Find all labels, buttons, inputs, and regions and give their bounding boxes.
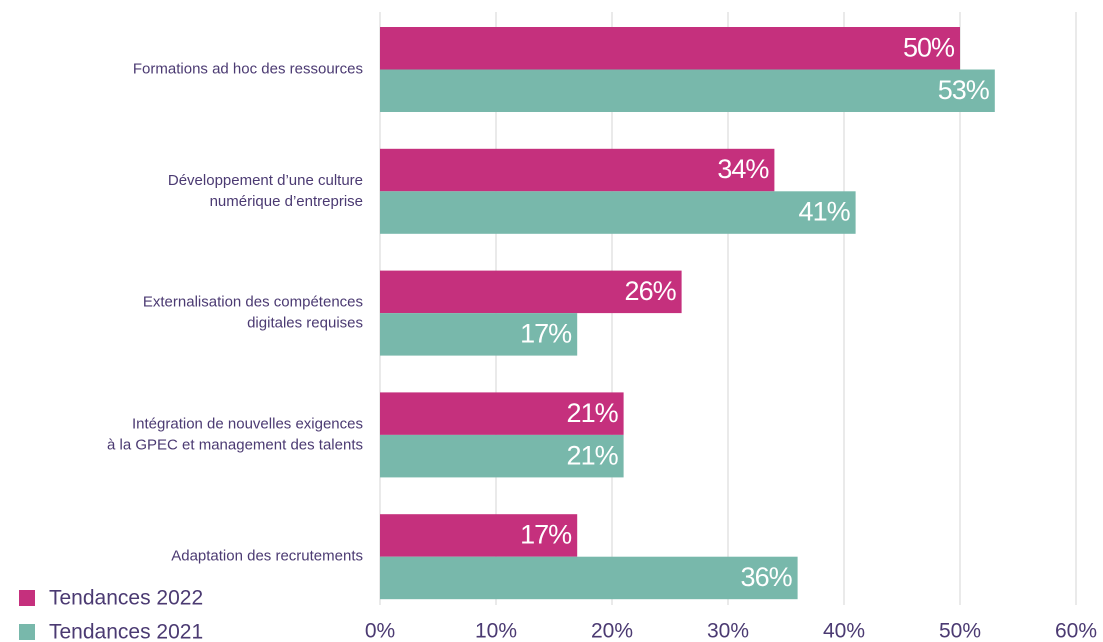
legend-swatch bbox=[19, 590, 35, 606]
category-label: Développement d’une culture bbox=[168, 172, 363, 189]
bar bbox=[380, 434, 624, 478]
x-tick-label: 10% bbox=[475, 620, 517, 642]
x-tick-label: 60% bbox=[1055, 620, 1097, 642]
x-tick-label: 30% bbox=[707, 620, 749, 642]
value-label: 26% bbox=[625, 276, 677, 306]
value-label: 53% bbox=[938, 75, 990, 105]
x-tick-label: 20% bbox=[591, 620, 633, 642]
value-label: 21% bbox=[567, 440, 619, 470]
value-label: 34% bbox=[717, 154, 769, 184]
value-label: 17% bbox=[520, 318, 572, 348]
bar bbox=[380, 392, 624, 435]
bar bbox=[380, 514, 578, 557]
value-label: 17% bbox=[520, 520, 572, 550]
category-label: digitales requises bbox=[247, 315, 363, 332]
bar bbox=[380, 270, 682, 314]
legend-swatch bbox=[19, 624, 35, 640]
bar bbox=[380, 191, 856, 234]
value-label: 41% bbox=[799, 197, 851, 227]
legend-label: Tendances 2021 bbox=[49, 621, 203, 642]
x-tick-label: 0% bbox=[365, 620, 395, 642]
bar bbox=[380, 556, 798, 600]
bar bbox=[380, 148, 775, 192]
bar bbox=[380, 69, 995, 112]
category-label: numérique d’entreprise bbox=[210, 193, 363, 210]
value-label: 21% bbox=[567, 398, 619, 428]
legend-label: Tendances 2022 bbox=[49, 587, 203, 610]
category-label: Formations ad hoc des ressources bbox=[133, 60, 363, 77]
bar bbox=[380, 313, 578, 356]
value-label: 36% bbox=[741, 562, 793, 592]
category-label: à la GPEC et management des talents bbox=[107, 436, 363, 453]
bar bbox=[380, 27, 960, 70]
category-label: Intégration de nouvelles exigences bbox=[132, 415, 363, 432]
category-label: Externalisation des compétences bbox=[143, 294, 363, 311]
category-label: Adaptation des recrutements bbox=[171, 548, 363, 565]
value-label: 50% bbox=[903, 32, 955, 62]
x-tick-label: 50% bbox=[939, 620, 981, 642]
x-tick-label: 40% bbox=[823, 620, 865, 642]
